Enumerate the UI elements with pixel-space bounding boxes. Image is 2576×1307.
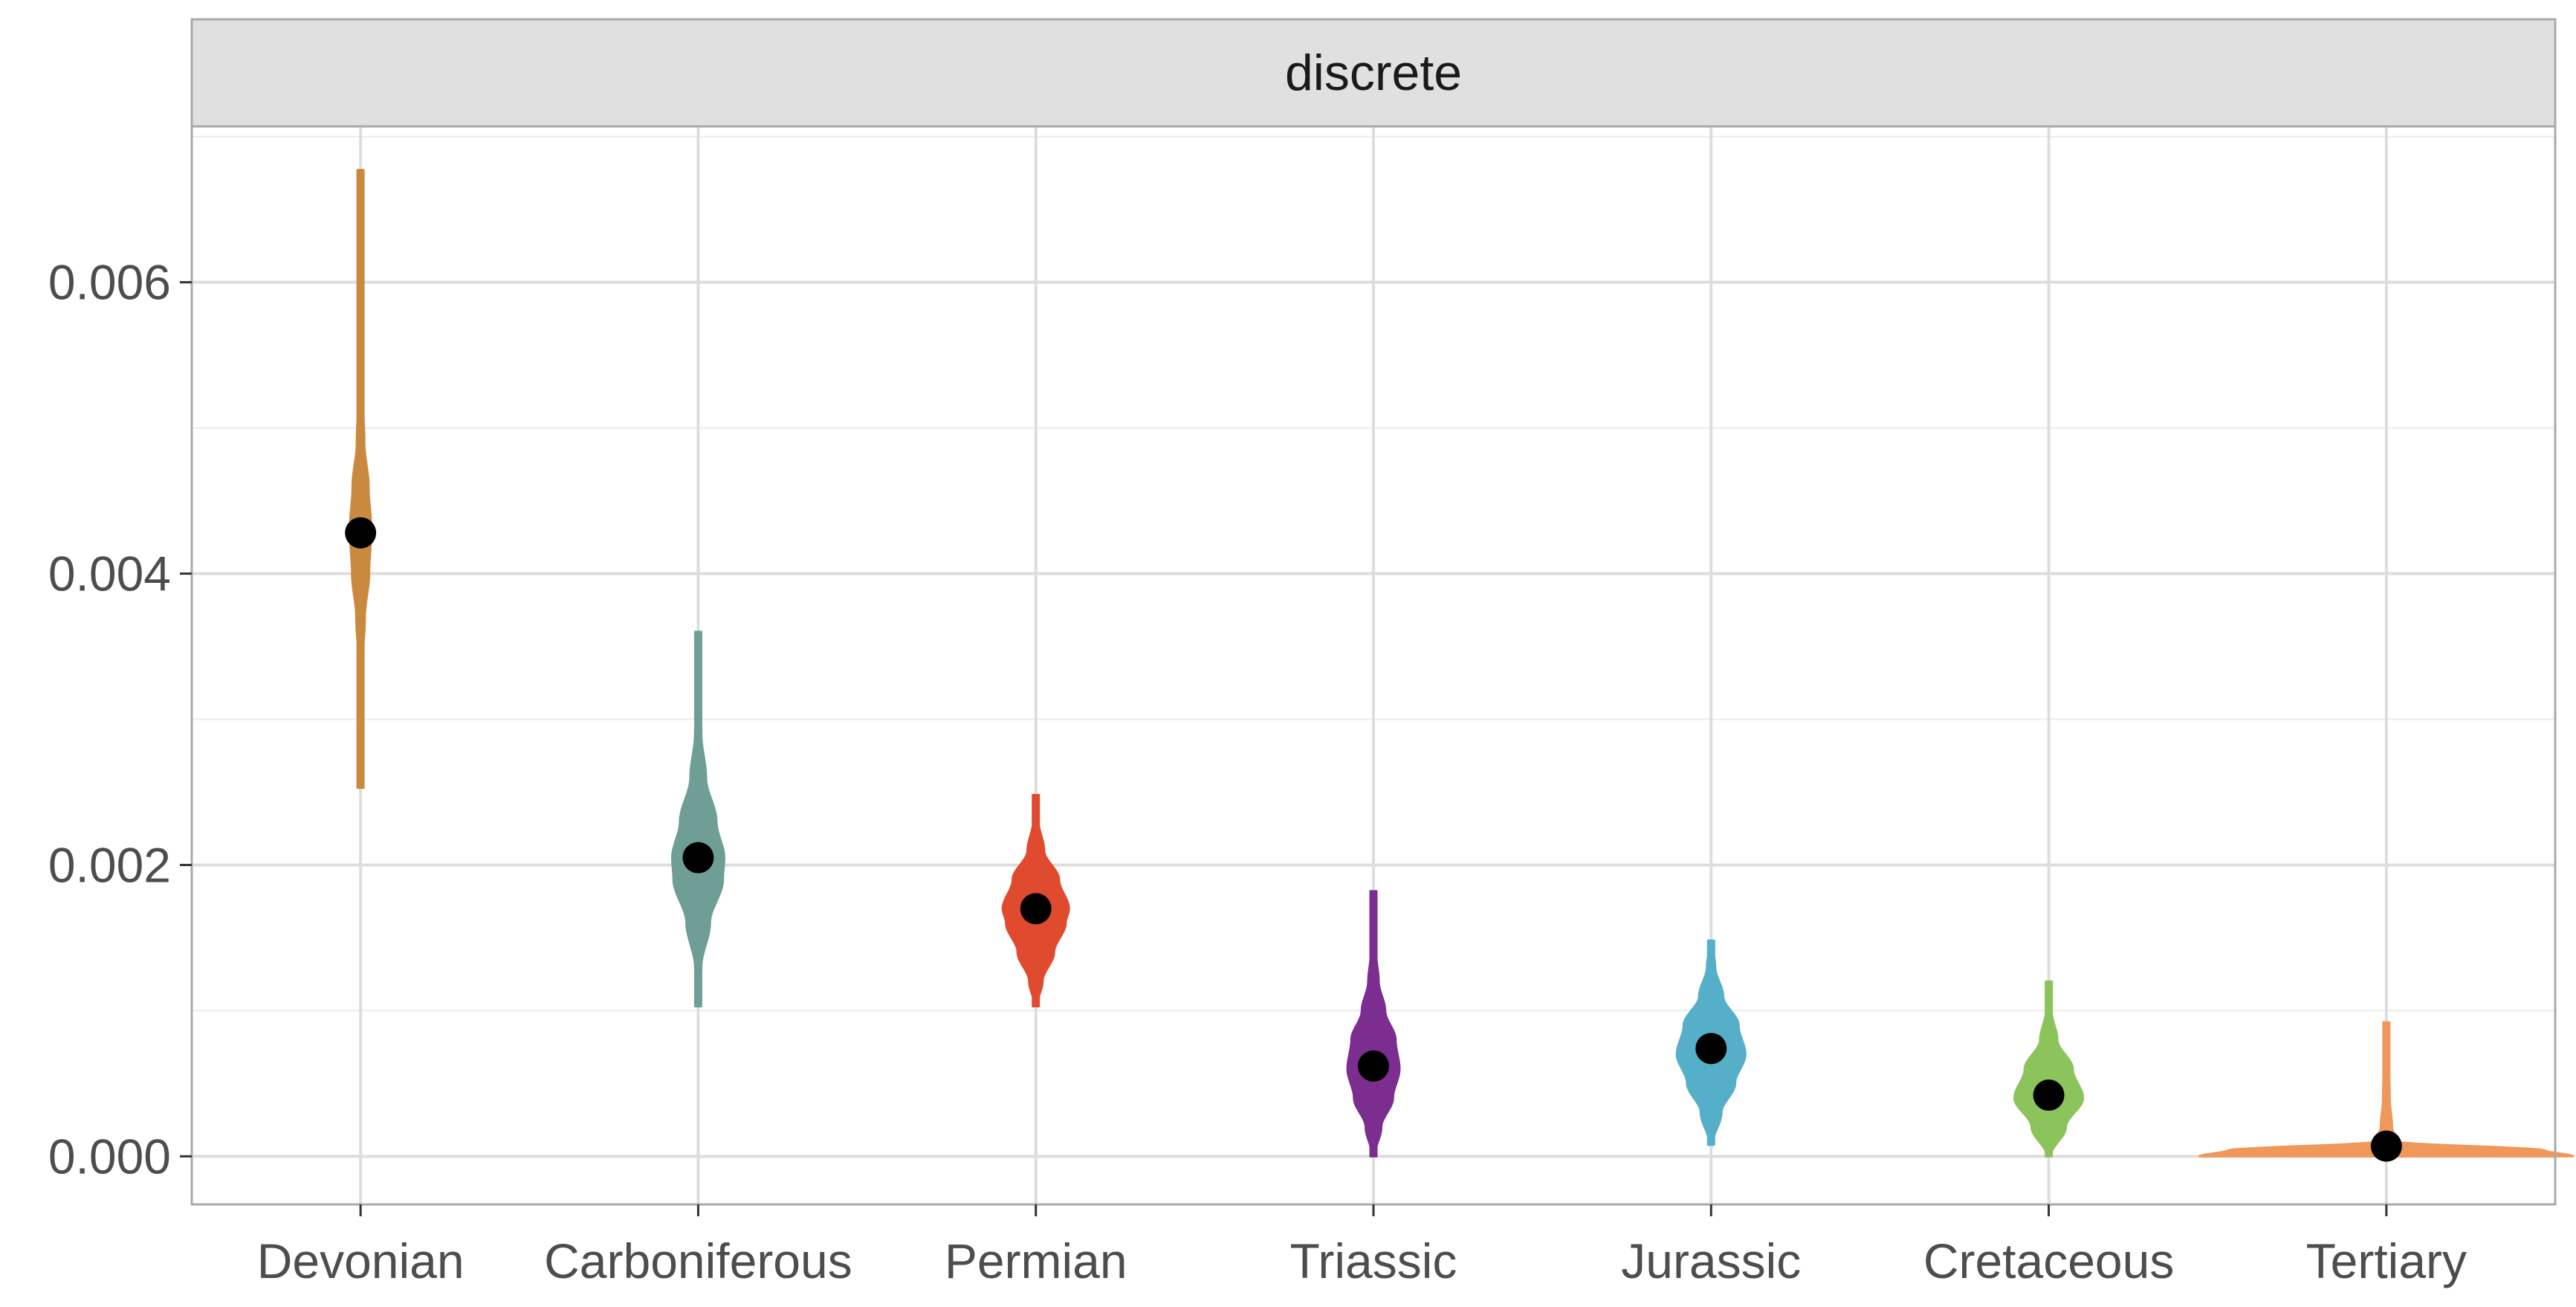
median-point-devonian <box>345 517 377 549</box>
median-points <box>345 517 2402 1162</box>
y-tick-label: 0.000 <box>48 1129 171 1184</box>
facet-strip-label: discrete <box>1285 45 1462 101</box>
x-tick-label-carboniferous: Carboniferous <box>544 1233 852 1288</box>
violin-triassic <box>1346 890 1401 1158</box>
y-axis: 0.000 0.002 0.004 0.006 <box>48 255 192 1184</box>
median-point-cretaceous <box>2033 1080 2065 1111</box>
median-point-tertiary <box>2370 1130 2402 1162</box>
x-tick-label-permian: Permian <box>945 1233 1127 1288</box>
violin-carboniferous <box>671 630 725 1007</box>
violin-tertiary <box>2198 1021 2575 1158</box>
median-point-carboniferous <box>682 842 714 874</box>
y-tick-label: 0.002 <box>48 837 171 892</box>
facet-strip <box>190 18 2557 128</box>
x-axis: Devonian Carboniferous Permian Triassic Jura… <box>257 1204 2467 1288</box>
x-tick-label-cretaceous: Cretaceous <box>1923 1233 2175 1288</box>
x-tick-label-triassic: Triassic <box>1290 1233 1457 1288</box>
median-point-jurassic <box>1695 1033 1727 1065</box>
x-tick-label-jurassic: Jurassic <box>1621 1233 1801 1288</box>
violin-devonian <box>349 169 372 790</box>
x-tick-label-tertiary: Tertiary <box>2306 1233 2467 1288</box>
median-point-triassic <box>1358 1050 1389 1082</box>
y-tick-label: 0.004 <box>48 546 171 601</box>
x-tick-label-devonian: Devonian <box>257 1233 465 1288</box>
violin-cretaceous <box>2013 980 2085 1158</box>
y-tick-label: 0.006 <box>48 255 171 310</box>
median-point-permian <box>1020 893 1052 925</box>
